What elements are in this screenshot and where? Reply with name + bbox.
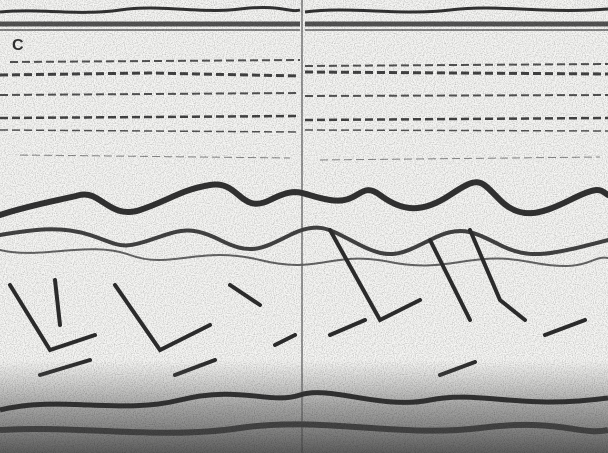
page: C (() => { const data = JSON.parse(docu (0, 0, 608, 453)
m-mode-echo-image: C (0, 0, 608, 453)
image-grain (0, 0, 608, 453)
